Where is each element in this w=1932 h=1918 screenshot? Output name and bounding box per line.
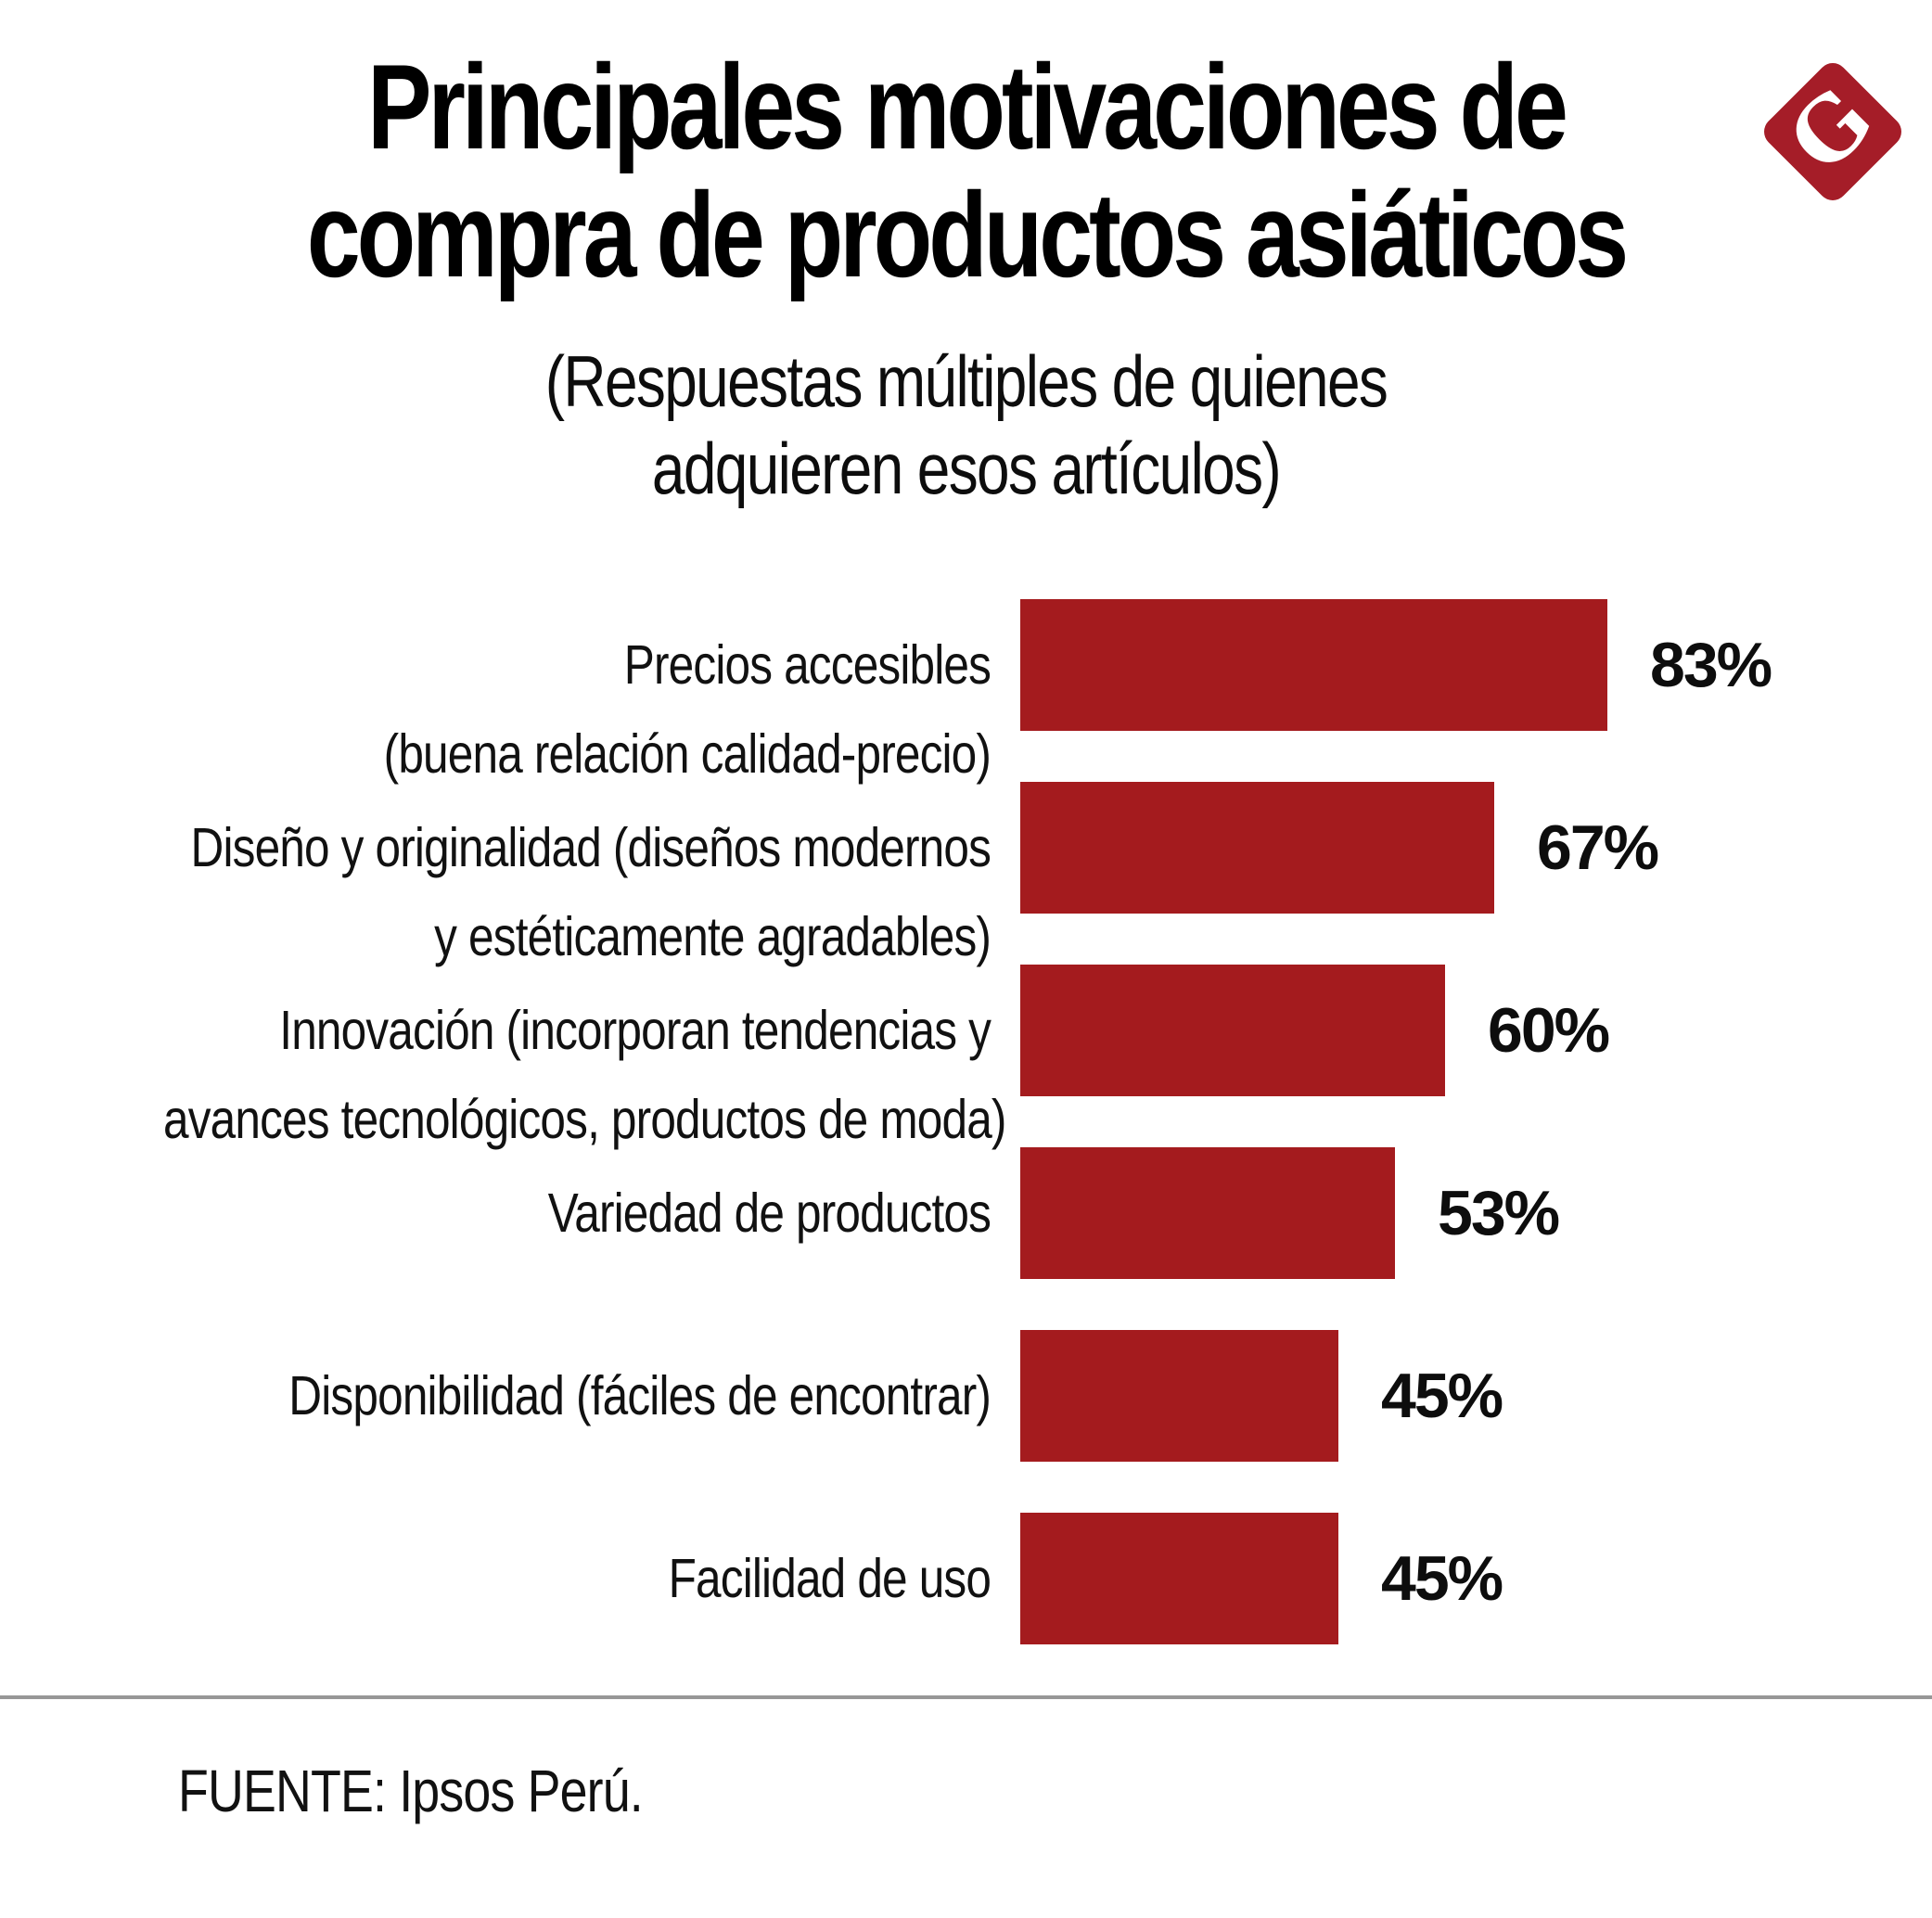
- bar-label: Precios accesibles (buena relación calida…: [383, 634, 992, 785]
- value-label: 45%: [1381, 1361, 1503, 1431]
- bar: [1020, 599, 1607, 731]
- value-label: 53%: [1438, 1178, 1560, 1248]
- header: Principales motivaciones de compra de pro…: [0, 0, 1932, 512]
- value-label: 83%: [1650, 630, 1772, 700]
- bar-label: Diseño y originalidad (diseños modernos y…: [190, 817, 992, 967]
- bar-track: 53%: [1020, 1147, 1932, 1279]
- value-label: 67%: [1537, 812, 1659, 883]
- bar: [1020, 1147, 1395, 1279]
- bar: [1020, 965, 1445, 1096]
- gestion-logo-letter: G: [1769, 68, 1892, 191]
- chart-title-line1: Principales motivaciones de: [367, 39, 1568, 174]
- bar-track: 45%: [1020, 1330, 1932, 1462]
- chart-title-line2: compra de productos asiáticos: [306, 167, 1629, 302]
- source-text: FUENTE: Ipsos Perú.: [178, 1758, 644, 1824]
- footer: FUENTE: Ipsos Perú.: [0, 1695, 1932, 1918]
- bar-label: Facilidad de uso: [668, 1548, 992, 1609]
- chart-row: Facilidad de uso 45%: [0, 1513, 1932, 1644]
- chart-row: Innovación (incorporan tendencias y avanc…: [0, 965, 1932, 1150]
- value-label: 60%: [1488, 995, 1610, 1066]
- bar-track: 67%: [1020, 782, 1932, 914]
- bar-label: Variedad de productos: [547, 1183, 992, 1244]
- bar: [1020, 1513, 1338, 1644]
- bar-track: 45%: [1020, 1513, 1932, 1644]
- bar: [1020, 782, 1494, 914]
- chart-subtitle-line1: (Respuestas múltiples de quienes: [544, 340, 1388, 422]
- bar-track: 83%: [1020, 599, 1932, 731]
- bar-label: Innovación (incorporan tendencias y avanc…: [163, 1000, 1006, 1150]
- bar: [1020, 1330, 1338, 1462]
- gestion-logo: G: [1758, 57, 1908, 207]
- chart-subtitle: (Respuestas múltiples de quienes adquiere…: [173, 338, 1758, 512]
- bar-chart: Precios accesibles (buena relación calida…: [0, 599, 1932, 1644]
- bar-track: 60%: [1020, 965, 1932, 1096]
- chart-title: Principales motivaciones de compra de pro…: [193, 43, 1738, 299]
- bar-label: Disponibilidad (fáciles de encontrar): [288, 1365, 992, 1426]
- value-label: 45%: [1381, 1543, 1503, 1614]
- chart-row: Precios accesibles (buena relación calida…: [0, 599, 1932, 785]
- chart-row: Variedad de productos 53%: [0, 1147, 1932, 1279]
- chart-subtitle-line2: adquieren esos artículos): [651, 428, 1282, 509]
- chart-row: Diseño y originalidad (diseños modernos y…: [0, 782, 1932, 967]
- chart-row: Disponibilidad (fáciles de encontrar) 45%: [0, 1330, 1932, 1462]
